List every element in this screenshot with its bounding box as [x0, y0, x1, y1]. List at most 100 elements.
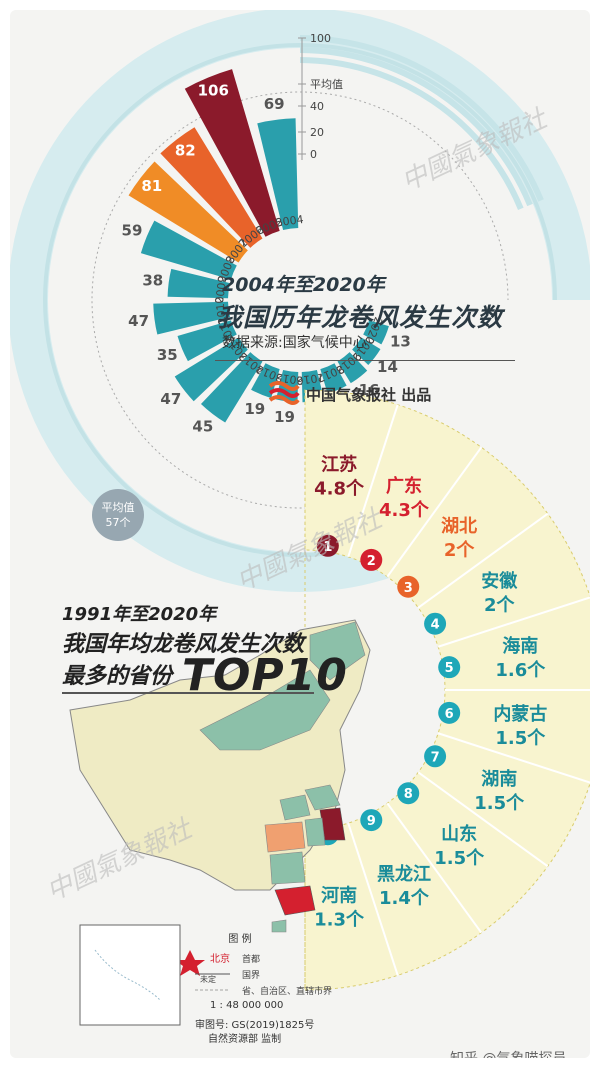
map-hunan [269, 851, 306, 885]
data-source: 数据来源:国家气候中心 [222, 335, 367, 351]
bar-value-2012: 47 [160, 390, 181, 408]
map-henan [279, 794, 311, 821]
legend-capital-desc: 首都 [242, 953, 260, 965]
province-1: 江苏 [321, 454, 357, 476]
bar-value-2019: 14 [377, 358, 398, 376]
province-value-4: 2个 [484, 594, 516, 616]
bar-value-2018: 16 [359, 381, 380, 399]
rank-number-7: 7 [431, 750, 440, 765]
bar-2013 [200, 352, 263, 423]
map-anhui [304, 817, 326, 847]
bar-value-2004: 69 [264, 95, 285, 113]
year-label-2010: 2010 [213, 296, 230, 325]
map-scale: 1 : 48 000 000 [210, 1000, 284, 1011]
province-value-3: 2个 [444, 539, 476, 561]
bar-2005 [184, 69, 280, 237]
map-inner-mongolia [199, 669, 331, 751]
bar-value-2011: 35 [157, 346, 178, 364]
bar-2018 [337, 352, 368, 384]
bar-value-2006: 82 [175, 141, 196, 159]
china-map [69, 619, 371, 976]
capital-star-icon [175, 950, 205, 976]
rank-sep-6 [437, 732, 590, 784]
map-title-line3: 最多的省份 [62, 664, 173, 689]
map-heilongjiang [309, 621, 366, 681]
rank-badge-3 [397, 575, 420, 598]
province-7: 湖南 [481, 768, 517, 790]
rank-number-8: 8 [404, 787, 413, 802]
province-value-1: 4.8个 [314, 478, 365, 500]
map-hainan [271, 919, 287, 933]
rank-sep-3 [417, 512, 549, 609]
bar-value-2015: 19 [274, 408, 295, 426]
province-8: 山东 [441, 823, 477, 845]
province-value-5: 1.6个 [495, 659, 546, 681]
rank-number-2: 2 [367, 554, 376, 569]
year-label-2016: 2016 [296, 371, 325, 388]
arc-deco-0 [299, 57, 524, 210]
province-value-10: 1.3个 [314, 908, 365, 930]
province-5: 海南 [502, 635, 538, 657]
rank-number-9: 9 [367, 814, 376, 829]
rank-sep-7 [417, 771, 549, 868]
divider [215, 360, 515, 361]
province-value-8: 1.5个 [434, 847, 485, 869]
legend-line-b-label: 国界 [242, 970, 260, 981]
bar-value-2013: 45 [192, 418, 213, 436]
province-9: 黑龙江 [377, 863, 431, 885]
brand-label: 中国气象报社 出品 [306, 386, 432, 404]
map-approval: 审图号: GS(2019)1825号 [195, 1020, 315, 1031]
bar-value-2007: 81 [141, 177, 162, 195]
rank-badge-8 [397, 782, 420, 805]
south-sea-inset [79, 924, 181, 1026]
average-badge-value: 57个 [106, 516, 131, 529]
rank-number-4: 4 [431, 618, 440, 633]
map-title-line2: 我国年均龙卷风发生次数 [62, 632, 305, 657]
bar-value-2008: 59 [122, 221, 143, 239]
infographic: 69 2004 106 2005 82 2006 81 2007 59 2008 38 2009 47 2… [10, 10, 590, 1058]
rank-sep-4 [437, 596, 590, 648]
year-label-2004: 2004 [275, 213, 304, 230]
rank-badge-2 [360, 548, 383, 571]
scale-tick-2: 40 [310, 100, 324, 113]
legend-title: 图 例 [228, 932, 251, 945]
scale-tick-0: 100 [310, 32, 331, 45]
legend-line-a-label: 未定 [200, 974, 216, 984]
legend-line-c-label: 省、自治区、直辖市界 [242, 985, 332, 997]
bar-2004 [257, 118, 299, 231]
bar-value-2014: 19 [244, 400, 265, 418]
rank-sep-1 [347, 404, 399, 558]
chart-title-years: 2004年至2020年 [222, 274, 385, 296]
rank-sep-2 [386, 446, 483, 578]
map-guangdong [274, 885, 316, 916]
scale-tick-1: 平均值 [310, 78, 343, 91]
arc-deco-1 [299, 47, 533, 207]
bar-value-2010: 47 [128, 312, 149, 330]
rank-number-6: 6 [445, 707, 454, 722]
rank-badge-4 [424, 612, 447, 635]
province-value-7: 1.5个 [474, 792, 525, 814]
map-shandong [304, 784, 341, 811]
bar-2006 [160, 127, 263, 248]
bar-2009 [167, 268, 231, 299]
map-title-years: 1991年至2020年 [62, 604, 217, 625]
bar-2019 [352, 337, 381, 366]
map-issuer: 自然资源部 监制 [208, 1034, 282, 1045]
province-value-9: 1.4个 [379, 887, 430, 909]
province-3: 湖北 [441, 516, 477, 537]
bar-2007 [128, 161, 248, 263]
rank-number-5: 5 [445, 661, 454, 676]
rank-badge-9 [360, 809, 383, 832]
rank-number-1: 1 [323, 540, 332, 555]
rank-badge-1 [316, 534, 339, 557]
bar-2012 [174, 337, 248, 402]
bar-value-2009: 38 [142, 272, 163, 290]
inset-dashes [94, 949, 161, 1001]
province-4: 安徽 [481, 570, 518, 592]
scale-tick-4: 0 [310, 148, 317, 161]
rank-badge-7 [424, 745, 447, 768]
province-value-6: 1.5个 [495, 727, 546, 749]
bar-2017 [320, 363, 347, 394]
arc-deco-2 [299, 35, 544, 202]
